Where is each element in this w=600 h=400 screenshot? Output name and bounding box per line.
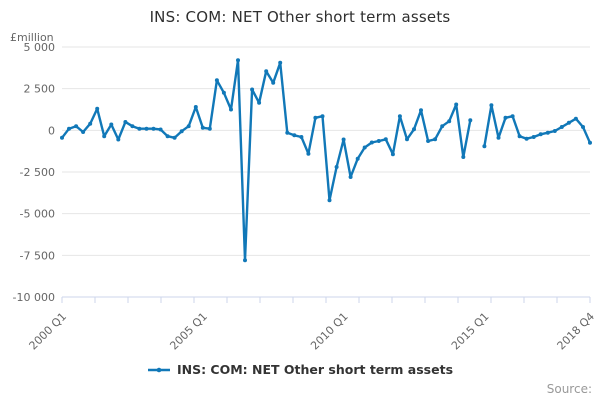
x-tick-label: 2005 Q1 bbox=[167, 310, 210, 352]
y-tick-label: -2 500 bbox=[20, 166, 55, 179]
legend-series-label: INS: COM: NET Other short term assets bbox=[176, 362, 454, 377]
data-point-marker[interactable] bbox=[588, 140, 592, 145]
data-point-marker[interactable] bbox=[193, 105, 198, 109]
y-tick-label: -10 000 bbox=[13, 291, 55, 304]
chart-title: INS: COM: NET Other short term assets bbox=[149, 8, 451, 26]
data-point-marker[interactable] bbox=[559, 125, 564, 129]
data-point-marker[interactable] bbox=[390, 152, 395, 157]
data-point-marker[interactable] bbox=[207, 126, 212, 131]
data-point-marker[interactable] bbox=[179, 129, 184, 134]
data-point-marker[interactable] bbox=[412, 127, 416, 132]
x-tick-label: 2018 Q4 bbox=[555, 310, 598, 352]
data-point-marker[interactable] bbox=[566, 120, 571, 125]
data-point-marker[interactable] bbox=[81, 130, 86, 134]
data-point-marker[interactable] bbox=[165, 134, 170, 139]
data-point-marker[interactable] bbox=[74, 124, 79, 129]
data-point-marker[interactable] bbox=[496, 135, 501, 140]
series-line[interactable] bbox=[60, 59, 592, 262]
data-point-marker[interactable] bbox=[581, 125, 585, 129]
data-point-marker[interactable] bbox=[426, 139, 431, 143]
y-tick-label: 5 000 bbox=[24, 41, 56, 54]
data-point-marker[interactable] bbox=[172, 135, 177, 140]
data-point-marker[interactable] bbox=[229, 107, 233, 112]
data-point-marker[interactable] bbox=[271, 80, 276, 85]
data-point-marker[interactable] bbox=[285, 130, 290, 135]
legend[interactable]: INS: COM: NET Other short term assets bbox=[0, 362, 600, 377]
data-point-marker[interactable] bbox=[123, 120, 128, 124]
data-point-marker[interactable] bbox=[306, 151, 311, 156]
y-axis-unit-label: £million bbox=[10, 31, 54, 44]
data-point-marker[interactable] bbox=[419, 108, 423, 113]
data-point-marker[interactable] bbox=[151, 126, 156, 131]
data-point-marker[interactable] bbox=[250, 87, 255, 92]
data-point-marker[interactable] bbox=[545, 130, 550, 135]
y-tick-label: -7 500 bbox=[20, 249, 55, 262]
data-point-marker[interactable] bbox=[538, 132, 543, 137]
data-point-marker[interactable] bbox=[383, 137, 388, 142]
data-point-marker[interactable] bbox=[341, 137, 346, 142]
data-point-marker[interactable] bbox=[552, 129, 557, 133]
data-point-marker[interactable] bbox=[264, 69, 269, 74]
data-point-marker[interactable] bbox=[369, 140, 374, 145]
data-point-marker[interactable] bbox=[461, 155, 466, 159]
data-point-marker[interactable] bbox=[137, 126, 142, 131]
data-point-marker[interactable] bbox=[116, 137, 121, 142]
data-point-marker[interactable] bbox=[257, 100, 262, 105]
data-point-marker[interactable] bbox=[573, 116, 578, 121]
data-point-marker[interactable] bbox=[292, 133, 297, 138]
data-point-marker[interactable] bbox=[236, 58, 240, 63]
data-point-marker[interactable] bbox=[186, 124, 191, 129]
data-point-marker[interactable] bbox=[489, 103, 494, 108]
data-point-marker[interactable] bbox=[482, 144, 487, 149]
data-point-marker[interactable] bbox=[447, 119, 452, 124]
data-point-marker[interactable] bbox=[510, 114, 515, 119]
data-point-marker[interactable] bbox=[524, 136, 529, 141]
data-point-marker[interactable] bbox=[327, 198, 332, 203]
data-point-marker[interactable] bbox=[320, 114, 325, 119]
data-point-marker[interactable] bbox=[102, 134, 107, 139]
data-point-marker[interactable] bbox=[221, 90, 226, 95]
x-tick-label: 2010 Q1 bbox=[308, 310, 351, 352]
y-tick-label: 0 bbox=[48, 124, 55, 137]
x-tick-label: 2000 Q1 bbox=[27, 310, 70, 352]
data-point-marker[interactable] bbox=[200, 125, 205, 130]
legend-series-marker-icon bbox=[147, 367, 170, 372]
data-point-marker[interactable] bbox=[214, 78, 219, 83]
data-point-marker[interactable] bbox=[362, 145, 367, 150]
data-point-marker[interactable] bbox=[348, 175, 353, 179]
source-label: Source: bbox=[546, 382, 592, 396]
x-tick-label: 2015 Q1 bbox=[449, 310, 492, 352]
data-point-marker[interactable] bbox=[278, 60, 283, 65]
data-point-marker[interactable] bbox=[60, 135, 64, 140]
data-point-marker[interactable] bbox=[313, 115, 318, 120]
data-point-marker[interactable] bbox=[355, 156, 360, 161]
data-point-marker[interactable] bbox=[144, 126, 149, 131]
data-point-marker[interactable] bbox=[334, 165, 339, 169]
data-point-marker[interactable] bbox=[397, 114, 402, 119]
data-point-marker[interactable] bbox=[158, 127, 163, 132]
y-tick-label: -5 000 bbox=[20, 208, 55, 221]
plot-area: 5 000 2 500 0 -2 500 -5 000 -7 500 -10 000 2000… bbox=[13, 41, 598, 352]
data-point-marker[interactable] bbox=[433, 137, 438, 142]
data-point-marker[interactable] bbox=[109, 122, 114, 127]
y-tick-label: 2 500 bbox=[24, 83, 56, 96]
data-point-marker[interactable] bbox=[376, 139, 381, 143]
data-point-marker[interactable] bbox=[243, 258, 247, 263]
data-point-marker[interactable] bbox=[95, 106, 100, 111]
data-point-marker[interactable] bbox=[88, 121, 93, 126]
data-point-marker[interactable] bbox=[517, 134, 522, 139]
data-point-marker[interactable] bbox=[299, 135, 304, 139]
data-point-marker[interactable] bbox=[503, 115, 508, 120]
data-point-marker[interactable] bbox=[440, 124, 445, 129]
data-point-marker[interactable] bbox=[454, 102, 459, 107]
data-point-marker[interactable] bbox=[531, 135, 536, 139]
data-point-marker[interactable] bbox=[405, 137, 409, 142]
data-point-marker[interactable] bbox=[130, 124, 135, 129]
data-point-marker[interactable] bbox=[67, 126, 71, 131]
data-point-marker[interactable] bbox=[468, 118, 473, 123]
